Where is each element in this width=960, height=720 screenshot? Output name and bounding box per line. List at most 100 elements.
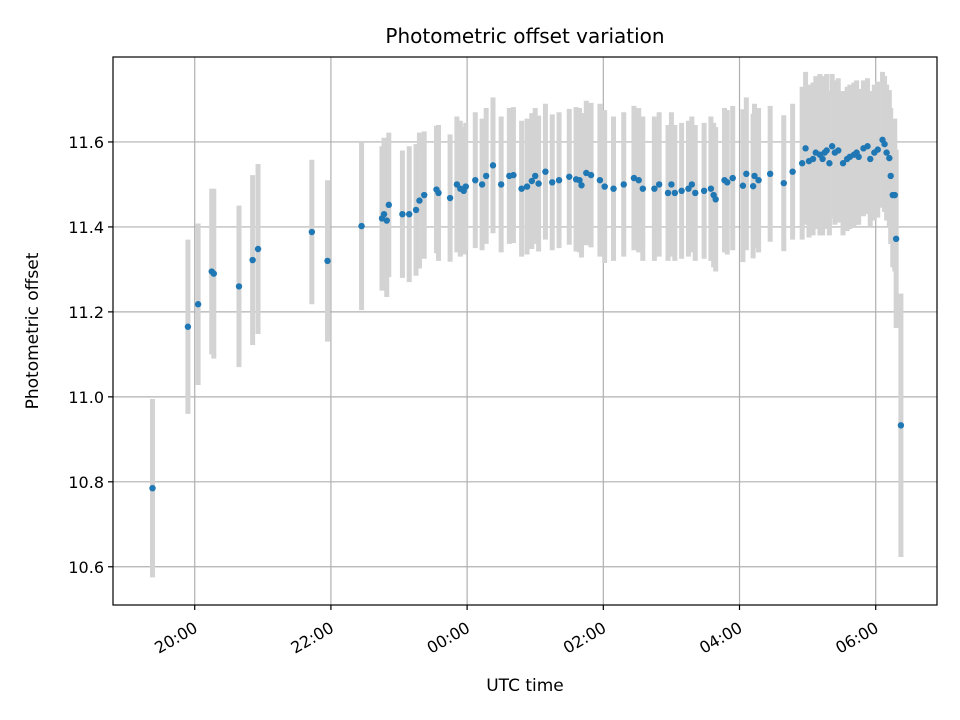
data-point [523, 183, 531, 190]
data-point [510, 171, 517, 179]
data-point [421, 191, 428, 199]
y-axis-ticks: 10.6 10.8 11.0 11.2 11.4 11.6 [68, 133, 113, 577]
data-point [385, 201, 393, 209]
data-point [412, 206, 420, 214]
data-point [583, 169, 590, 177]
data-point [380, 210, 388, 218]
data-point [798, 160, 806, 167]
data-point [692, 189, 699, 197]
data-point [542, 168, 549, 175]
data-point [819, 155, 826, 163]
data-point [453, 181, 461, 188]
data-point [576, 176, 583, 184]
data-point [678, 187, 685, 195]
data-point [729, 174, 736, 182]
data-point [671, 189, 679, 197]
data-point [610, 185, 617, 192]
data-point [620, 181, 627, 188]
data-point [685, 185, 692, 192]
data-point [555, 176, 563, 184]
data-point [867, 155, 874, 163]
data-point [802, 145, 809, 152]
data-point [249, 256, 256, 264]
data-point [700, 187, 708, 195]
data-point [789, 168, 796, 175]
data-point [886, 154, 893, 162]
data-point [780, 179, 787, 187]
data-point [823, 147, 830, 154]
data-point [482, 172, 490, 180]
data-point [881, 140, 888, 148]
data-point [809, 155, 817, 163]
data-point [891, 191, 898, 199]
y-tick-label: 11.2 [68, 303, 104, 322]
data-point [839, 160, 847, 167]
data-point [254, 245, 262, 253]
data-point [578, 182, 585, 189]
data-point [883, 149, 890, 156]
data-point [826, 160, 833, 167]
data-point [596, 176, 604, 184]
data-point [149, 484, 156, 492]
data-point [478, 181, 486, 188]
data-point [324, 257, 331, 265]
data-point [655, 181, 663, 188]
data-point [635, 176, 642, 184]
data-point [712, 196, 719, 203]
data-point [532, 172, 539, 180]
data-point [472, 176, 479, 184]
plot-frame [112, 56, 938, 606]
data-point [235, 283, 243, 290]
data-point [668, 181, 675, 188]
x-axis-title: UTC time [486, 676, 564, 696]
data-point [358, 222, 365, 230]
data-point [587, 171, 595, 179]
data-point [566, 173, 573, 180]
data-point [462, 183, 469, 190]
data-point [549, 179, 556, 186]
data-point [766, 170, 774, 178]
data-point [743, 170, 750, 178]
data-point [707, 185, 715, 192]
data-point [399, 210, 406, 218]
data-point [892, 235, 900, 243]
data-point [874, 146, 881, 153]
chart-title: Photometric offset variation [385, 24, 664, 48]
data-point [864, 143, 871, 150]
data-point [664, 189, 672, 197]
data-point [630, 174, 638, 182]
data-point [651, 185, 658, 192]
data-point [897, 422, 905, 429]
data-point [184, 323, 192, 330]
data-point [724, 179, 731, 186]
y-tick-label: 11.4 [68, 218, 104, 237]
data-point [739, 182, 747, 189]
data-point [528, 177, 536, 185]
y-axis-title: Photometric offset [23, 252, 43, 409]
data-point [887, 172, 894, 180]
data-point [749, 182, 757, 190]
y-tick-label: 10.8 [68, 473, 104, 492]
data-point [406, 210, 413, 218]
data-point [210, 270, 217, 277]
data-point [518, 185, 525, 192]
y-tick-label: 11.0 [68, 388, 104, 407]
data-point [639, 185, 647, 192]
y-tick-label: 11.6 [68, 133, 104, 152]
data-point [828, 143, 836, 150]
data-point [435, 189, 442, 197]
data-point [416, 197, 423, 204]
data-point [601, 183, 608, 190]
data-point [755, 176, 762, 184]
data-point [688, 181, 696, 188]
y-tick-label: 10.6 [68, 558, 104, 577]
data-point [497, 181, 505, 188]
data-point [751, 172, 758, 180]
data-point [535, 180, 542, 187]
data-point [489, 162, 497, 169]
data-point [194, 301, 202, 308]
data-points [149, 136, 905, 492]
data-point [446, 194, 454, 202]
data-point [308, 228, 316, 236]
